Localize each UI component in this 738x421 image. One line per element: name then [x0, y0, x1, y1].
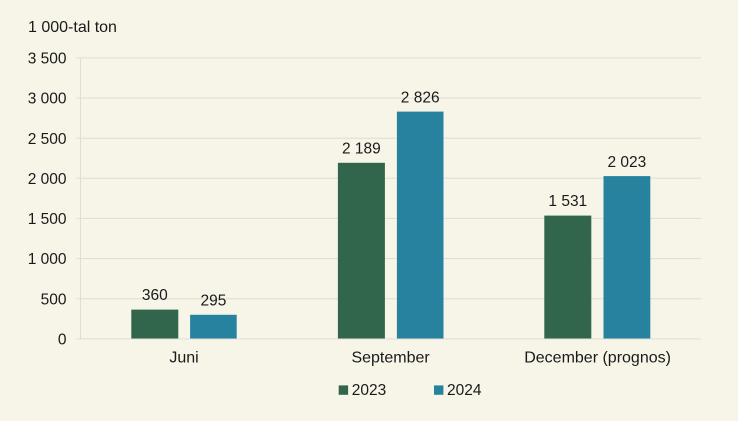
svg-text:2 500: 2 500 — [28, 131, 67, 148]
svg-text:3 000: 3 000 — [28, 91, 67, 108]
svg-text:2 189: 2 189 — [342, 140, 381, 157]
svg-text:2023: 2023 — [352, 382, 386, 399]
svg-text:295: 295 — [200, 293, 226, 310]
svg-text:2024: 2024 — [447, 382, 482, 399]
svg-text:December (prognos): December (prognos) — [524, 350, 671, 367]
svg-text:1 531: 1 531 — [548, 193, 587, 210]
svg-text:2 000: 2 000 — [28, 171, 67, 188]
svg-text:0: 0 — [58, 332, 67, 349]
svg-text:1 000: 1 000 — [28, 251, 67, 268]
svg-text:September: September — [351, 350, 430, 367]
svg-text:2 023: 2 023 — [608, 154, 647, 171]
svg-text:360: 360 — [142, 287, 168, 304]
svg-text:3 500: 3 500 — [28, 51, 67, 68]
svg-text:1 000-tal ton: 1 000-tal ton — [28, 19, 117, 36]
svg-text:500: 500 — [41, 291, 67, 308]
svg-text:Juni: Juni — [169, 350, 198, 367]
svg-text:2 826: 2 826 — [401, 90, 440, 107]
svg-text:1 500: 1 500 — [28, 211, 67, 228]
